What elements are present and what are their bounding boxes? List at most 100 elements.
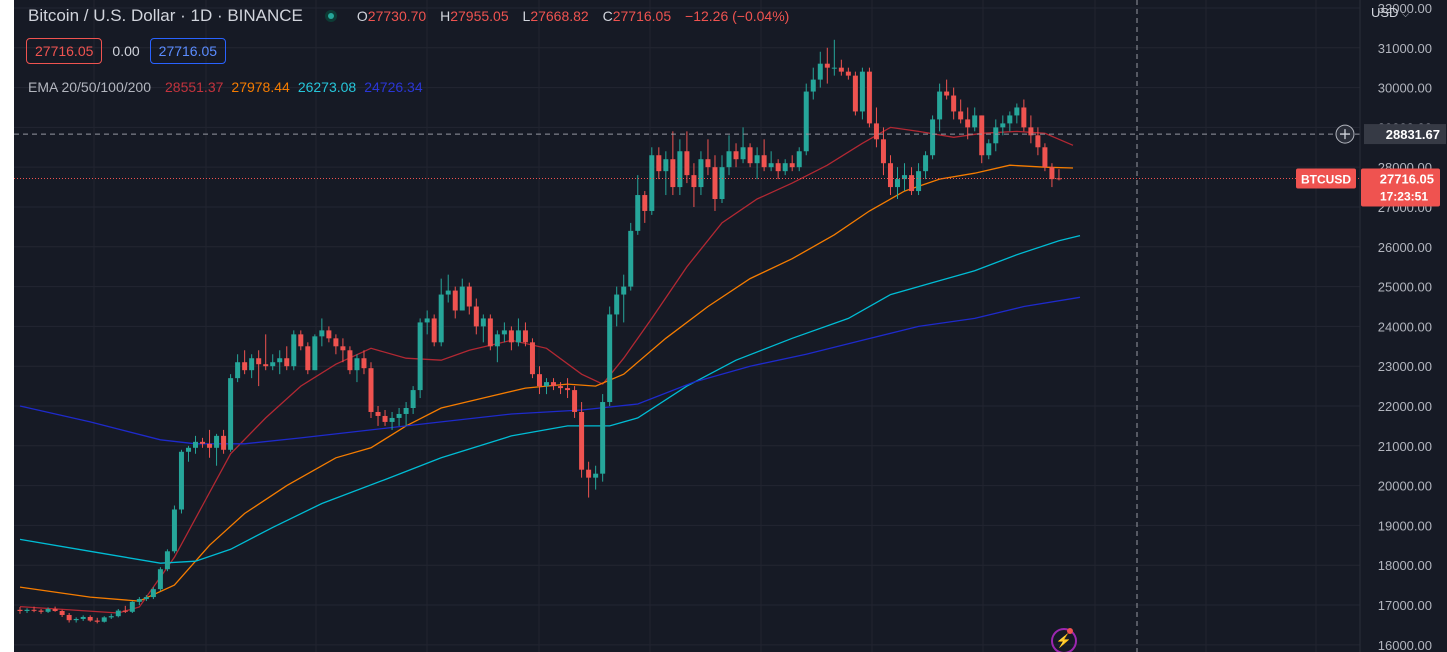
candle-body bbox=[775, 163, 781, 172]
candle-body bbox=[122, 610, 128, 612]
candle bbox=[235, 354, 241, 383]
chart-area[interactable]: 32000.0031000.0030000.0029000.0028000.00… bbox=[14, 0, 1447, 652]
candle-body bbox=[207, 443, 213, 448]
candle bbox=[663, 151, 669, 196]
candle bbox=[1028, 115, 1034, 144]
candle-body bbox=[87, 616, 93, 621]
candle-body bbox=[403, 407, 409, 414]
tick-label: 19000.00 bbox=[1378, 518, 1432, 533]
bar-countdown-label: 17:23:51 bbox=[1380, 189, 1428, 203]
candle bbox=[445, 274, 451, 303]
candle bbox=[572, 386, 578, 418]
candle bbox=[207, 429, 213, 458]
candle-body bbox=[326, 330, 332, 339]
ema-label: EMA 20/50/100/200 bbox=[28, 79, 151, 95]
candle-body bbox=[1021, 107, 1027, 128]
candle-body bbox=[347, 350, 353, 371]
candle bbox=[656, 147, 662, 180]
candle bbox=[621, 274, 627, 323]
candle-body bbox=[291, 334, 297, 367]
candle bbox=[986, 139, 992, 160]
candle bbox=[1000, 115, 1006, 136]
symbol-title[interactable]: Bitcoin / U.S. Dollar · 1D · BINANCE bbox=[28, 6, 303, 25]
candle bbox=[66, 612, 72, 623]
candle bbox=[431, 314, 437, 347]
candle bbox=[866, 67, 872, 128]
candle-body bbox=[171, 509, 177, 552]
candle bbox=[284, 346, 290, 371]
candle bbox=[270, 354, 276, 371]
candle bbox=[607, 306, 613, 407]
candle bbox=[31, 606, 37, 613]
candle bbox=[136, 597, 142, 606]
candle-body bbox=[887, 163, 893, 188]
candle bbox=[87, 615, 93, 622]
high-value: 27955.05 bbox=[450, 8, 509, 24]
candle-body bbox=[115, 610, 121, 617]
candle-body bbox=[235, 362, 241, 379]
sell-button[interactable]: 27716.05 bbox=[26, 38, 103, 64]
candle-body bbox=[572, 390, 578, 412]
open-value: 27730.70 bbox=[367, 8, 427, 24]
tick-label: 21000.00 bbox=[1378, 439, 1432, 454]
candle bbox=[178, 449, 184, 514]
candle-body bbox=[642, 195, 648, 211]
candle bbox=[642, 191, 648, 223]
candle bbox=[902, 163, 908, 192]
candle-body bbox=[838, 67, 844, 72]
candle bbox=[586, 461, 592, 498]
candle-body bbox=[972, 115, 978, 128]
candle-body bbox=[1007, 115, 1013, 124]
last-price-box bbox=[1361, 168, 1440, 207]
candle bbox=[782, 159, 788, 176]
candle bbox=[909, 167, 915, 196]
plus-icon bbox=[1340, 129, 1350, 140]
candle-body bbox=[494, 334, 500, 347]
candle bbox=[937, 83, 943, 132]
candle bbox=[396, 407, 402, 426]
candle-body bbox=[101, 617, 107, 622]
currency-selector[interactable]: USD ⌵ bbox=[1371, 5, 1409, 20]
candle-body bbox=[66, 614, 72, 621]
candle-body bbox=[656, 155, 662, 172]
candle bbox=[466, 282, 472, 315]
buy-button[interactable]: 27716.05 bbox=[149, 38, 227, 64]
candle-body bbox=[368, 368, 374, 412]
candle bbox=[157, 567, 163, 592]
candle-body bbox=[859, 71, 865, 112]
candle bbox=[824, 47, 830, 84]
candle-body bbox=[965, 119, 971, 128]
candle-body bbox=[810, 79, 816, 92]
candle bbox=[326, 326, 332, 343]
candle bbox=[459, 278, 465, 311]
currency-label: USD bbox=[1371, 5, 1399, 20]
candle-body bbox=[249, 358, 255, 371]
candle-body bbox=[719, 167, 725, 200]
candle bbox=[754, 147, 760, 180]
candle bbox=[747, 143, 753, 168]
ohlc-values: O27730.70 H27955.05 L27668.82 C27716.05 … bbox=[357, 8, 789, 24]
candle bbox=[740, 127, 746, 164]
candle-body bbox=[424, 318, 430, 323]
candle bbox=[480, 314, 486, 343]
candle bbox=[733, 143, 739, 168]
candle-body bbox=[52, 609, 58, 612]
candle bbox=[670, 131, 676, 196]
candle-body bbox=[586, 469, 592, 478]
candle bbox=[164, 549, 170, 572]
candle bbox=[628, 222, 634, 291]
candle bbox=[494, 330, 500, 363]
candle-body bbox=[228, 378, 234, 450]
tick-label: 30000.00 bbox=[1378, 81, 1432, 96]
candle-body bbox=[221, 435, 227, 450]
candle bbox=[775, 159, 781, 180]
price-chart[interactable]: 32000.0031000.0030000.0029000.0028000.00… bbox=[14, 0, 1447, 652]
ema-legend[interactable]: EMA 20/50/100/200 28551.37 27978.44 2627… bbox=[28, 79, 431, 95]
candle bbox=[993, 119, 999, 152]
candle-body bbox=[340, 346, 346, 351]
candle-body bbox=[705, 159, 711, 168]
candle-body bbox=[354, 358, 360, 371]
lightning-icon[interactable]: ⚡ bbox=[1051, 628, 1077, 652]
candle bbox=[705, 139, 711, 176]
ema-line bbox=[19, 164, 1074, 602]
